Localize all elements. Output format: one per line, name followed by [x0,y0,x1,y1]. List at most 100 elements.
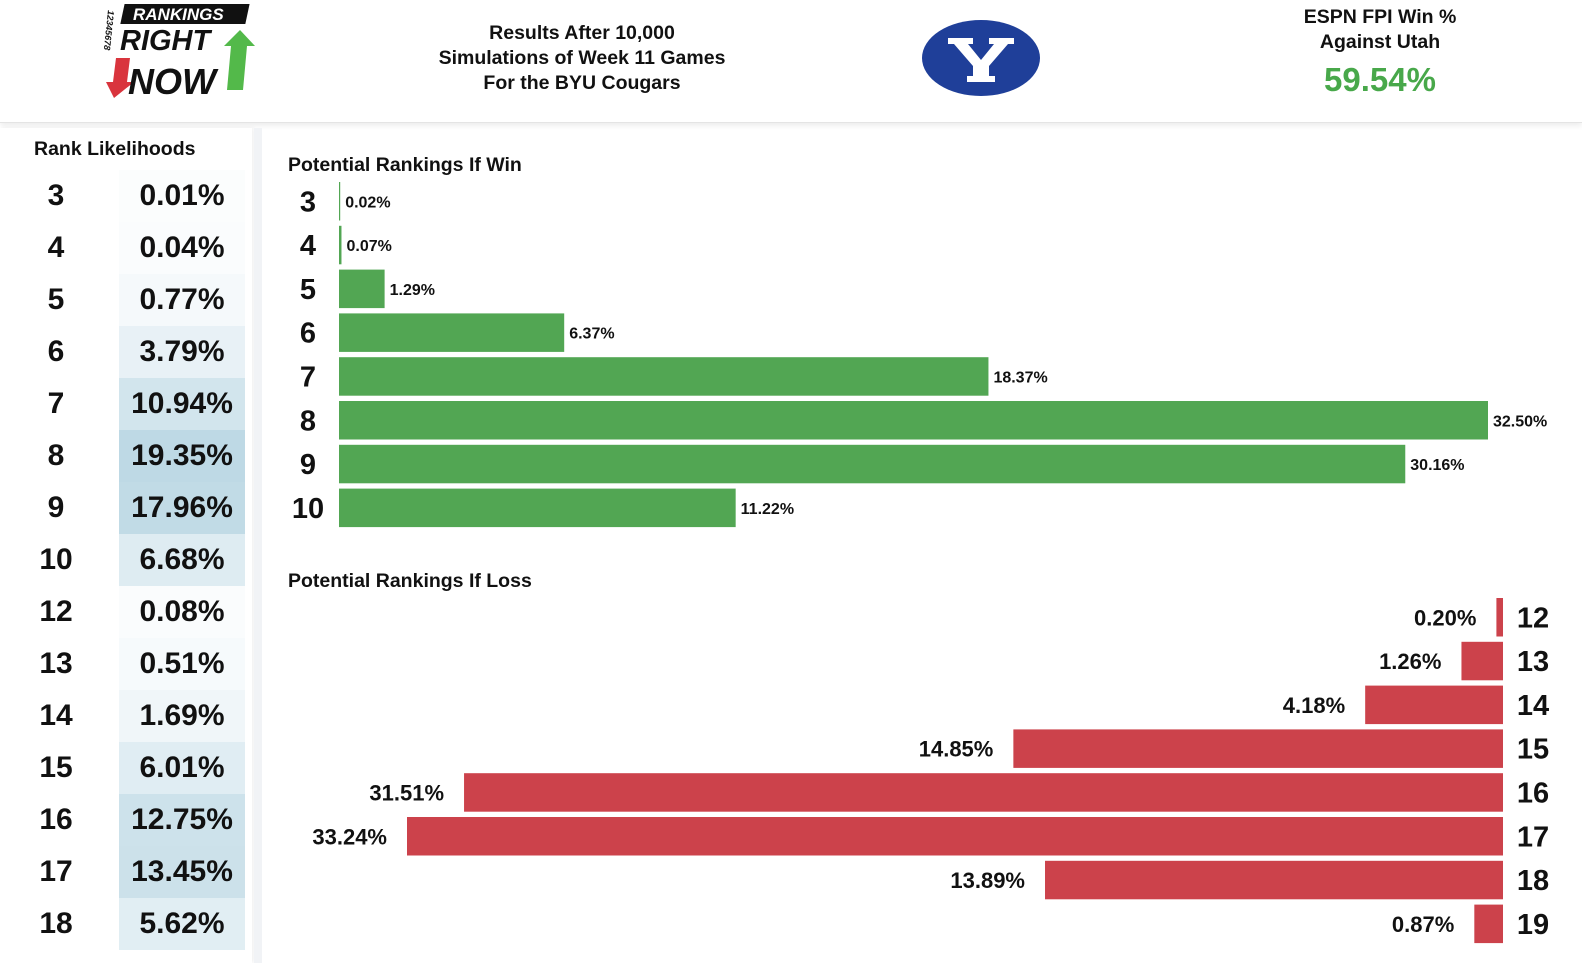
loss-bar [1461,641,1503,681]
rank-likelihood-row: 14 1.69% [0,690,252,742]
rank-number: 12 [39,595,73,628]
rank-number: 8 [47,439,65,472]
loss-value-label: 33.24% [312,824,387,849]
rank-percentage: 0.77% [119,274,245,326]
rank-percentage: 10.94% [119,378,245,430]
rank-percentage: 0.04% [119,222,245,274]
loss-rank-label: 19 [1517,909,1549,941]
rank-likelihood-row: 4 0.04% [0,222,252,274]
byu-y-icon [922,20,1040,96]
panel-divider [254,128,262,963]
rank-percentage: 5.62% [119,898,245,950]
rank-percentage: 19.35% [119,430,245,482]
svg-text:RANKINGS: RANKINGS [133,5,224,24]
rank-number: 7 [47,387,65,420]
loss-bar [1474,904,1503,944]
header: RANKINGS RIGHT 12345678 NOW Results Afte… [0,0,1582,123]
loss-value-label: 31.51% [369,780,444,805]
rank-percentage: 12.75% [119,794,245,846]
rank-number: 3 [47,179,65,212]
title-line-1: Results After 10,000 [489,22,675,44]
loss-bar [407,817,1503,856]
rank-likelihood-row: 17 13.45% [0,846,252,898]
win-rank-label: 6 [300,318,316,350]
win-value-label: 1.29% [390,282,435,299]
win-bar [339,313,565,352]
loss-rank-label: 15 [1517,734,1549,766]
title-line-3: For the BYU Cougars [483,72,681,94]
rankings-right-now-logo: RANKINGS RIGHT 12345678 NOW [102,4,255,102]
rank-likelihood-row: 10 6.68% [0,534,252,586]
rank-percentage: 0.51% [119,638,245,690]
rank-percentage: 17.96% [119,482,245,534]
rank-likelihood-row: 6 3.79% [0,326,252,378]
rank-number: 13 [39,647,73,680]
win-value-label: 11.22% [741,501,794,518]
rank-likelihoods-title: Rank Likelihoods [34,138,196,160]
rank-number: 5 [47,283,65,316]
win-bar [339,225,342,265]
win-bar [339,182,341,221]
loss-rank-label: 14 [1517,690,1549,722]
win-value-label: 0.07% [346,238,391,255]
loss-bar [1496,598,1503,637]
win-rank-label: 4 [300,230,316,262]
win-rank-label: 3 [300,186,316,218]
rank-number: 18 [39,907,73,940]
rank-likelihood-row: 16 12.75% [0,794,252,846]
win-value-label: 18.37% [993,369,1047,386]
win-rank-label: 9 [300,449,316,481]
win-value-label: 0.02% [345,194,390,211]
loss-rank-label: 13 [1517,646,1549,678]
loss-value-label: 0.20% [1414,605,1476,630]
win-bar [339,488,736,528]
loss-rank-label: 18 [1517,865,1549,897]
rank-percentage: 6.01% [119,742,245,794]
rank-likelihood-row: 15 6.01% [0,742,252,794]
win-rank-label: 5 [300,274,316,306]
rank-number: 17 [39,855,73,888]
rank-percentage: 6.68% [119,534,245,586]
rank-number: 10 [39,543,73,576]
fpi-label-line-2: Against Utah [1319,31,1441,53]
loss-value-label: 4.18% [1283,693,1345,718]
loss-rankings-chart: 12 0.20% 13 1.26% 14 4.18% 15 14.85% 16 31.51% 17 3… [312,598,1549,944]
svg-text:12345678: 12345678 [102,10,116,51]
win-chart-title: Potential Rankings If Win [288,154,522,176]
win-rank-label: 7 [300,361,316,393]
title-line-2: Simulations of Week 11 Games [438,47,726,69]
fpi-label-line-1: ESPN FPI Win % [1303,6,1457,28]
loss-value-label: 0.87% [1392,912,1454,937]
rank-percentage: 0.08% [119,586,245,638]
rank-percentage: 1.69% [119,690,245,742]
rank-number: 9 [47,491,65,524]
loss-bar [1013,729,1503,768]
loss-rank-label: 16 [1517,777,1549,809]
fpi-win-percentage: 59.54% [1324,61,1436,98]
win-rank-label: 10 [292,493,324,525]
loss-bar [464,773,1503,812]
svg-text:RIGHT: RIGHT [120,25,213,57]
rank-number: 16 [39,803,73,836]
win-value-label: 32.50% [1493,413,1547,430]
loss-value-label: 14.85% [919,737,994,762]
loss-rank-label: 12 [1517,602,1549,634]
win-rankings-chart: 3 0.02% 4 0.07% 5 1.29% 6 6.37% 7 18.37% 8 32.50% 9 3… [292,182,1547,528]
rank-likelihood-row: 8 19.35% [0,430,252,482]
loss-bar [1045,860,1503,900]
svg-text:NOW: NOW [128,61,219,102]
loss-value-label: 13.89% [950,868,1025,893]
win-value-label: 30.16% [1410,457,1464,474]
rank-likelihood-row: 3 0.01% [0,170,252,222]
loss-value-label: 1.26% [1379,649,1441,674]
rank-percentage: 0.01% [119,170,245,222]
loss-chart-title: Potential Rankings If Loss [288,570,532,592]
rank-percentage: 3.79% [119,326,245,378]
win-value-label: 6.37% [569,326,614,343]
loss-bar [1365,685,1503,725]
win-bar [339,401,1488,440]
loss-rank-label: 17 [1517,821,1549,853]
rank-likelihood-row: 18 5.62% [0,898,252,950]
rank-number: 4 [47,231,65,264]
fpi-label: ESPN FPI Win % Against Utah [1260,5,1500,55]
